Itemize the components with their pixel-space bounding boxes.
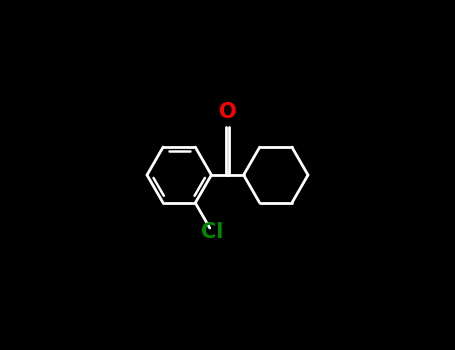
Text: Cl: Cl — [201, 222, 223, 242]
Text: O: O — [219, 102, 236, 122]
